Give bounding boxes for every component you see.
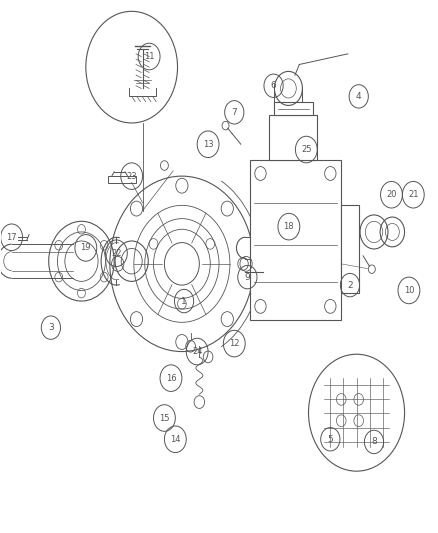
Text: 11: 11: [144, 52, 154, 61]
Text: 16: 16: [166, 374, 176, 383]
Text: 23: 23: [127, 172, 137, 181]
Text: 1: 1: [181, 296, 187, 305]
FancyBboxPatch shape: [274, 102, 313, 115]
FancyBboxPatch shape: [250, 160, 341, 320]
Text: 5: 5: [328, 435, 333, 444]
Text: 4: 4: [356, 92, 361, 101]
Text: 22: 22: [111, 249, 122, 258]
Text: 7: 7: [231, 108, 237, 117]
Text: 15: 15: [159, 414, 170, 423]
FancyBboxPatch shape: [108, 175, 136, 182]
Text: 18: 18: [283, 222, 294, 231]
Text: 9: 9: [244, 273, 250, 281]
Text: 24: 24: [192, 347, 202, 356]
Text: 12: 12: [229, 339, 240, 348]
Text: 25: 25: [301, 145, 311, 154]
FancyBboxPatch shape: [269, 115, 317, 160]
Text: 20: 20: [386, 190, 397, 199]
Text: 19: 19: [81, 244, 91, 253]
Text: 13: 13: [203, 140, 213, 149]
Text: 8: 8: [371, 438, 377, 447]
Text: 2: 2: [347, 280, 353, 289]
Text: 17: 17: [6, 233, 17, 242]
Text: 3: 3: [48, 323, 54, 332]
Text: 21: 21: [408, 190, 419, 199]
Text: 6: 6: [271, 81, 276, 90]
Text: 14: 14: [170, 435, 180, 444]
FancyBboxPatch shape: [341, 205, 359, 293]
Text: 10: 10: [404, 286, 414, 295]
